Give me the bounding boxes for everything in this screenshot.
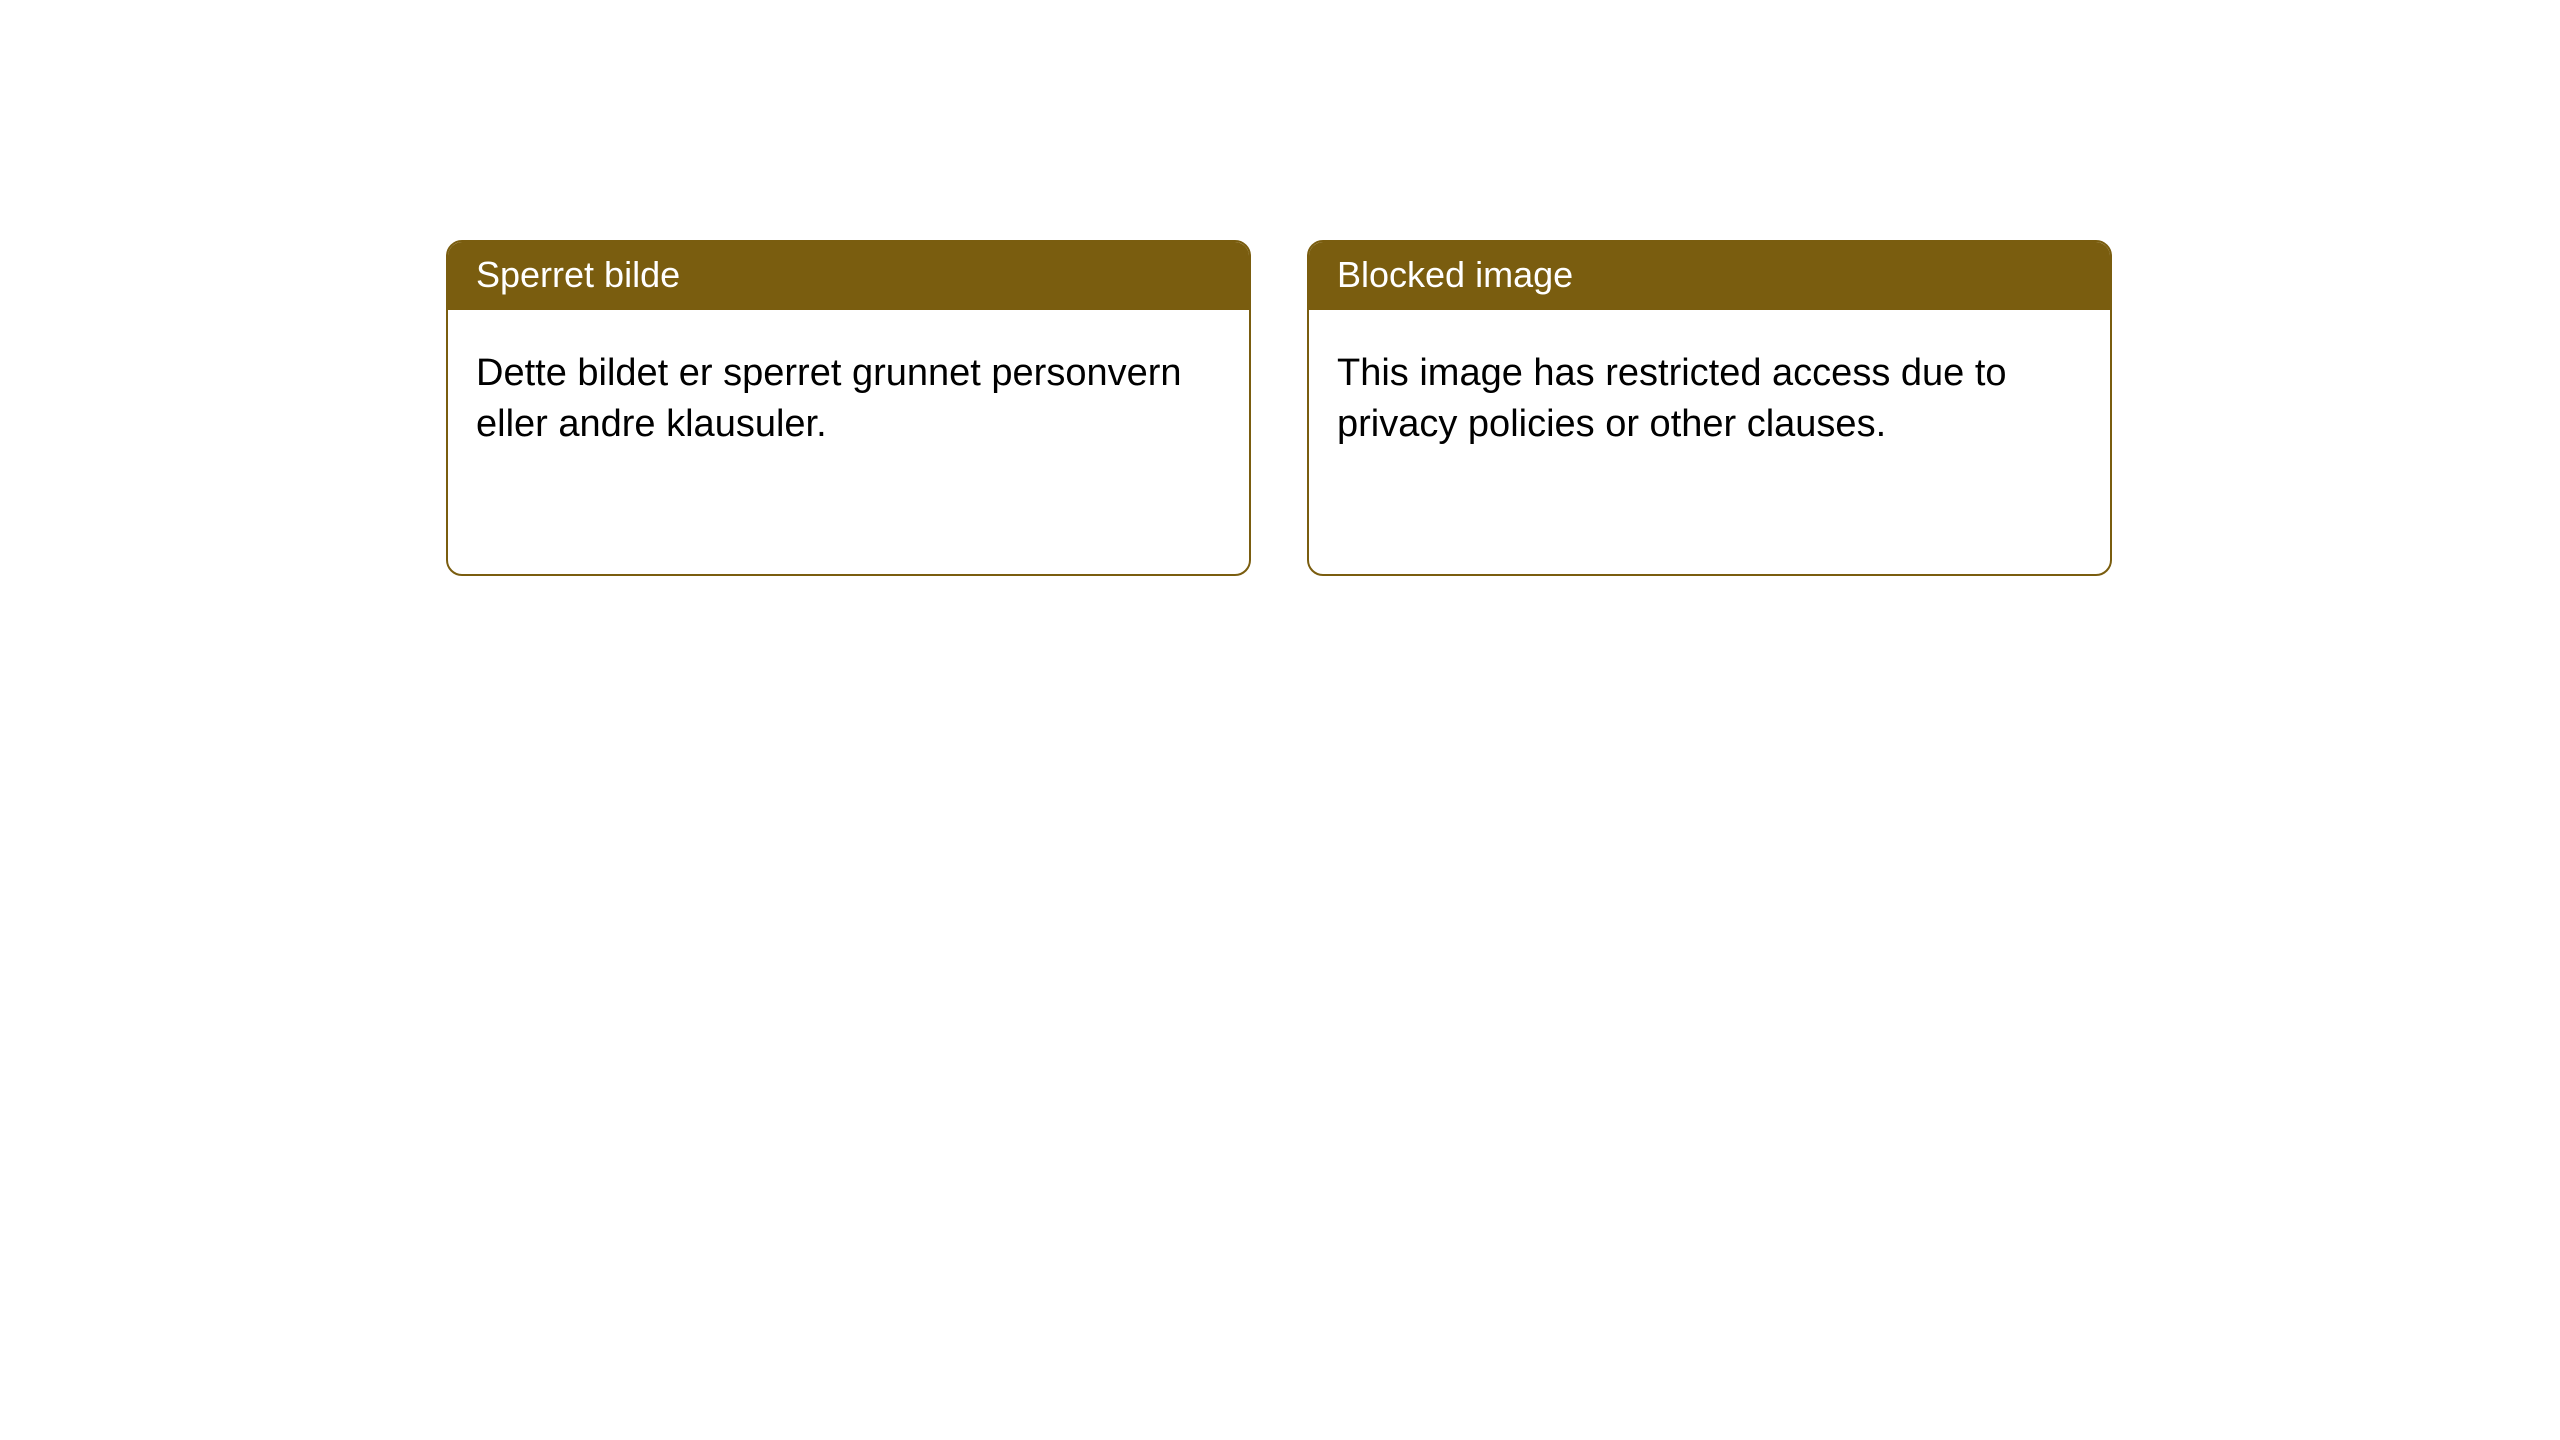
notice-card-norwegian: Sperret bilde Dette bildet er sperret gr… bbox=[446, 240, 1251, 576]
notice-card-english: Blocked image This image has restricted … bbox=[1307, 240, 2112, 576]
card-body-text: This image has restricted access due to … bbox=[1337, 352, 2007, 445]
card-body: This image has restricted access due to … bbox=[1309, 310, 2110, 489]
card-title: Blocked image bbox=[1337, 254, 1573, 295]
card-header: Blocked image bbox=[1309, 242, 2110, 310]
card-title: Sperret bilde bbox=[476, 254, 680, 295]
card-body: Dette bildet er sperret grunnet personve… bbox=[448, 310, 1249, 489]
card-body-text: Dette bildet er sperret grunnet personve… bbox=[476, 352, 1182, 445]
notice-cards-row: Sperret bilde Dette bildet er sperret gr… bbox=[446, 240, 2112, 576]
card-header: Sperret bilde bbox=[448, 242, 1249, 310]
